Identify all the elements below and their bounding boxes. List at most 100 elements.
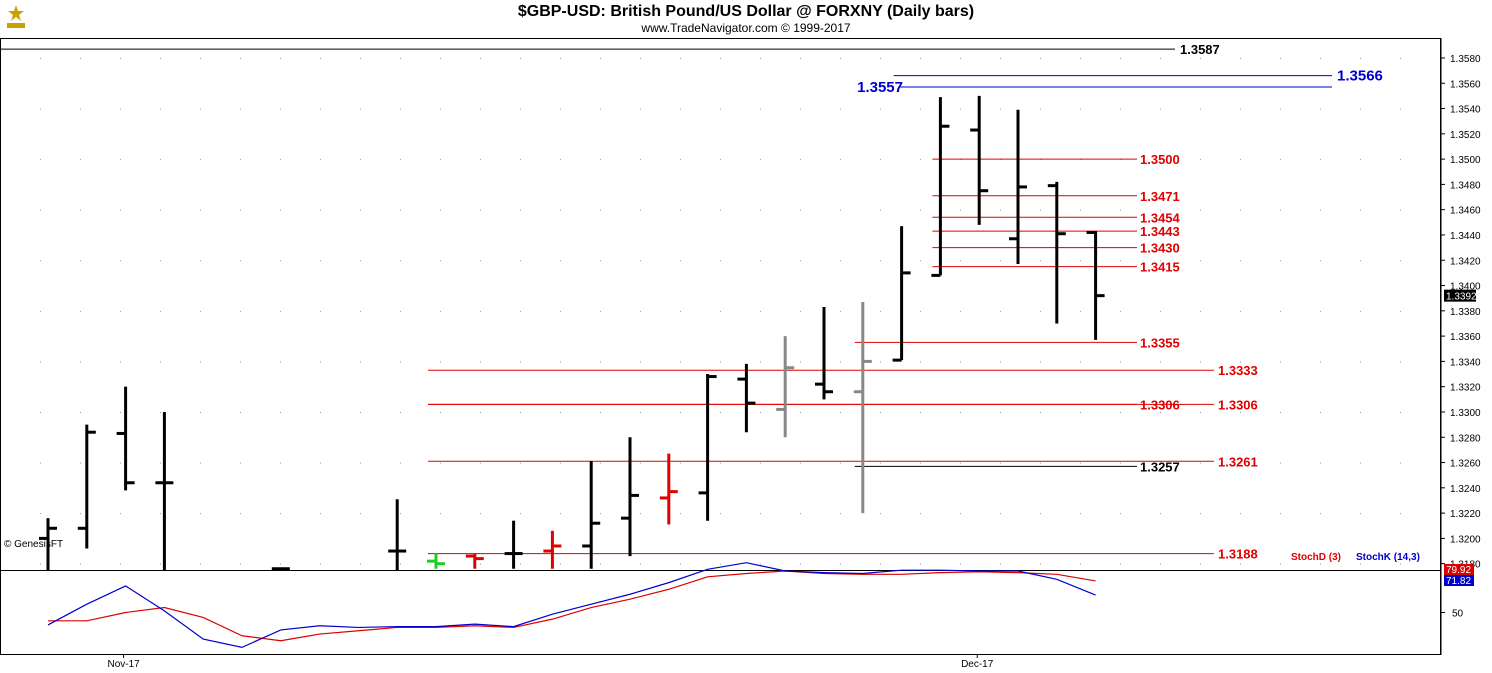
grid-dot (520, 462, 521, 464)
grid-dot (1160, 260, 1161, 262)
grid-dot (680, 411, 681, 413)
grid-dot (1280, 209, 1281, 211)
price-tick-label: 1.3440 (1450, 231, 1481, 242)
grid-dot (1120, 563, 1121, 565)
grid-dot (360, 159, 361, 161)
grid-dot (1040, 411, 1041, 413)
grid-dot (600, 159, 601, 161)
trade-navigator-logo-icon[interactable] (2, 2, 30, 32)
grid-dot (400, 310, 401, 312)
grid-dot (1000, 108, 1001, 110)
grid-dot (1240, 563, 1241, 565)
grid-dot (840, 462, 841, 464)
grid-dot (1200, 361, 1201, 363)
grid-dot (360, 462, 361, 464)
grid-dot (1000, 513, 1001, 515)
grid-dot (1320, 159, 1321, 161)
grid-dot (1040, 462, 1041, 464)
grid-dot (1200, 513, 1201, 515)
grid-dot (280, 310, 281, 312)
grid-dot (760, 159, 761, 161)
grid-dot (240, 310, 241, 312)
grid-dot (1400, 563, 1401, 565)
grid-dot (440, 462, 441, 464)
grid-dot (840, 563, 841, 565)
gridlines (40, 57, 1401, 565)
grid-dot (80, 462, 81, 464)
grid-dot (480, 462, 481, 464)
grid-dot (480, 411, 481, 413)
grid-dot (800, 361, 801, 363)
grid-dot (680, 310, 681, 312)
grid-dot (880, 57, 881, 59)
grid-dot (440, 513, 441, 515)
grid-dot (80, 159, 81, 161)
grid-dot (1360, 462, 1361, 464)
grid-dot (960, 108, 961, 110)
grid-dot (1200, 411, 1201, 413)
grid-dot (560, 209, 561, 211)
chart-title: $GBP-USD: British Pound/US Dollar @ FORX… (517, 3, 975, 20)
grid-dot (1120, 462, 1121, 464)
grid-dot (40, 462, 41, 464)
stoch-tick-label: 50 (1452, 609, 1464, 620)
grid-dot (160, 57, 161, 59)
grid-dot (920, 209, 921, 211)
grid-dot (560, 310, 561, 312)
grid-dot (1240, 57, 1241, 59)
grid-dot (1280, 361, 1281, 363)
grid-dot (80, 411, 81, 413)
grid-dot (1400, 310, 1401, 312)
grid-dot (440, 159, 441, 161)
grid-dot (440, 411, 441, 413)
grid-dot (800, 462, 801, 464)
grid-dot (720, 361, 721, 363)
level-label: 1.3261 (1218, 454, 1258, 469)
level-label: 1.3471 (1140, 189, 1180, 204)
grid-dot (560, 462, 561, 464)
grid-dot (1000, 260, 1001, 262)
grid-dot (280, 108, 281, 110)
grid-dot (520, 209, 521, 211)
grid-dot (480, 209, 481, 211)
grid-dot (1240, 513, 1241, 515)
grid-dot (680, 159, 681, 161)
grid-dot (160, 108, 161, 110)
grid-dot (400, 361, 401, 363)
grid-dot (840, 411, 841, 413)
grid-dot (640, 159, 641, 161)
grid-dot (760, 563, 761, 565)
grid-dot (320, 513, 321, 515)
grid-dot (880, 411, 881, 413)
grid-dot (160, 563, 161, 565)
grid-dot (720, 159, 721, 161)
grid-dot (760, 513, 761, 515)
grid-dot (1200, 310, 1201, 312)
grid-dot (1400, 260, 1401, 262)
grid-dot (600, 361, 601, 363)
grid-dot (600, 462, 601, 464)
price-tick-label: 1.3360 (1450, 332, 1481, 343)
grid-dot (160, 310, 161, 312)
grid-dot (1400, 159, 1401, 161)
grid-dot (1280, 411, 1281, 413)
price-tick-label: 1.3340 (1450, 357, 1481, 368)
grid-dot (280, 361, 281, 363)
grid-dot (40, 513, 41, 515)
grid-dot (1040, 209, 1041, 211)
grid-dot (1280, 260, 1281, 262)
grid-dot (1400, 462, 1401, 464)
grid-dot (1280, 159, 1281, 161)
grid-dot (40, 411, 41, 413)
grid-dot (920, 513, 921, 515)
grid-dot (240, 57, 241, 59)
grid-dot (360, 260, 361, 262)
grid-dot (400, 260, 401, 262)
grid-dot (1400, 513, 1401, 515)
grid-dot (640, 563, 641, 565)
grid-dot (320, 411, 321, 413)
grid-dot (880, 513, 881, 515)
grid-dot (360, 361, 361, 363)
grid-dot (1320, 563, 1321, 565)
price-tick-label: 1.3240 (1450, 484, 1481, 495)
